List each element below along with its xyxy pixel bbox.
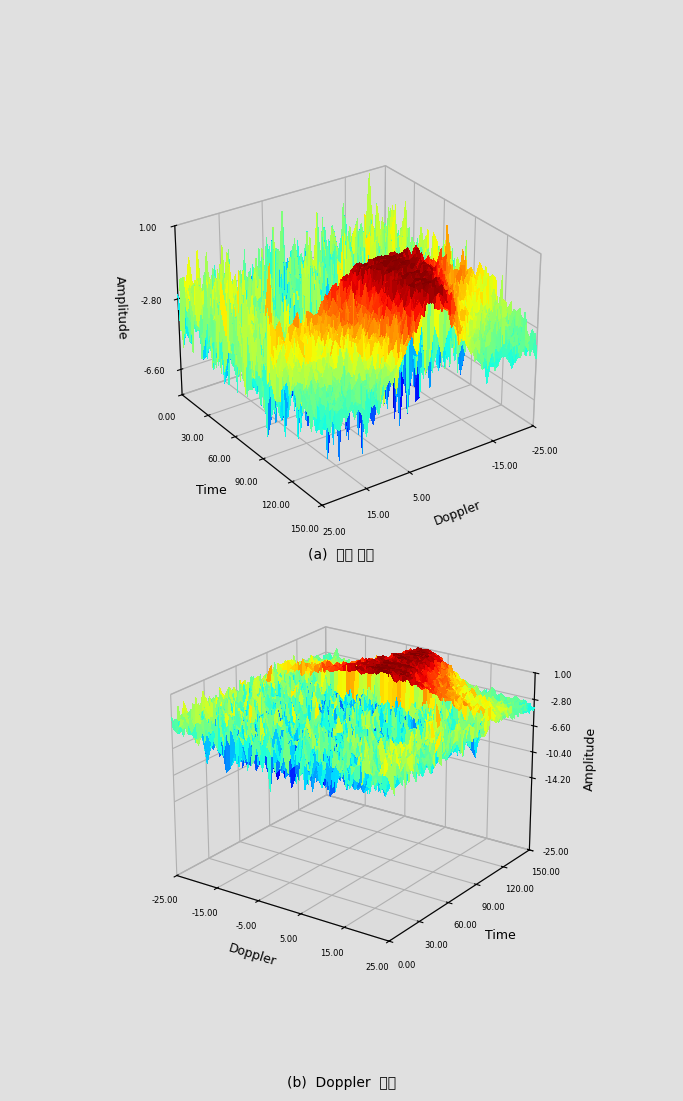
X-axis label: Doppler: Doppler [227, 941, 277, 969]
Text: (a)  시간 측면: (a) 시간 측면 [309, 547, 374, 562]
X-axis label: Doppler: Doppler [432, 499, 484, 528]
Y-axis label: Time: Time [485, 929, 516, 942]
Text: (b)  Doppler  측면: (b) Doppler 측면 [287, 1076, 396, 1090]
Y-axis label: Time: Time [196, 483, 227, 497]
